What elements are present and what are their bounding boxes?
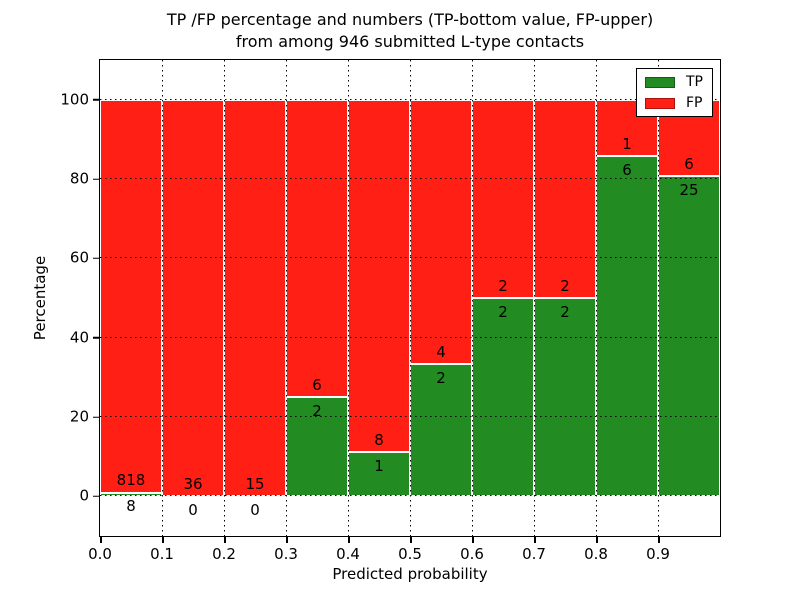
x-tick-mark [410, 537, 412, 543]
bar-segment-fp [286, 99, 348, 398]
fp-count-label: 8 [374, 430, 384, 449]
chart-title-line2: from among 946 submitted L-type contacts [235, 32, 585, 52]
y-tick-label: 80 [69, 169, 89, 188]
x-tick-label: 0.8 [584, 545, 608, 563]
x-tick-mark [100, 537, 102, 543]
tp-count-label: 25 [679, 181, 699, 200]
x-tick-mark [472, 537, 474, 543]
tp-count-label: 6 [622, 161, 632, 180]
x-tick-mark [534, 537, 536, 543]
bar-segment-fp [162, 99, 224, 497]
x-tick-label: 0.6 [460, 545, 484, 563]
x-tick-mark [286, 537, 288, 543]
x-gridline [596, 60, 597, 536]
bar-segment-fp [534, 99, 596, 298]
x-gridline [224, 60, 225, 536]
fp-count-label: 6 [312, 375, 322, 394]
bar-segment-tp [596, 156, 658, 497]
x-tick-label: 0.7 [522, 545, 546, 563]
tp-count-label: 2 [312, 402, 322, 421]
chart-title: TP /FP percentage and numbers (TP-bottom… [99, 9, 721, 53]
plot-area: TP FP 818 8 36 0 15 0 6 2 8 1 4 2 2 2 2 2 1 6 6 25 0 20 40 60 80 1… [60, 59, 721, 563]
bar-segment-fp [472, 99, 534, 298]
x-tick-label: 0.5 [398, 545, 422, 563]
x-tick-mark [348, 537, 350, 543]
y-tick-mark [93, 416, 99, 418]
y-tick-mark [93, 257, 99, 260]
y-tick-label: 60 [69, 248, 89, 267]
y-tick-label: 40 [69, 328, 89, 347]
bar-segment-fp [348, 99, 410, 453]
y-tick-label: 20 [69, 407, 89, 426]
y-tick-mark [93, 178, 99, 180]
x-tick-mark [224, 537, 226, 543]
y-tick-mark [93, 98, 99, 101]
chart-title-line1: TP /FP percentage and numbers (TP-bottom… [166, 10, 654, 29]
legend: TP FP [636, 68, 713, 117]
x-gridline [410, 60, 411, 536]
bar-segment-fp [100, 99, 162, 493]
bar-segment-tp [472, 298, 534, 497]
tp-count-label: 0 [250, 501, 260, 520]
y-tick-mark [93, 495, 99, 498]
x-tick-mark [658, 537, 660, 543]
x-tick-label: 0.3 [274, 545, 298, 563]
y-tick-label: 0 [79, 486, 89, 505]
x-gridline [534, 60, 535, 536]
fp-count-label: 818 [116, 471, 146, 489]
fp-count-label: 2 [560, 276, 570, 295]
x-tick-mark [596, 537, 598, 543]
y-tick-mark [93, 336, 99, 339]
fp-count-label: 2 [498, 276, 508, 295]
tp-count-label: 2 [436, 369, 446, 388]
x-gridline [348, 60, 349, 536]
x-gridline [472, 60, 473, 536]
fp-count-label: 1 [622, 134, 632, 153]
tp-count-label: 8 [126, 497, 136, 516]
y-axis-label: Percentage [31, 255, 49, 341]
x-tick-label: 0.9 [646, 545, 670, 563]
fp-count-label: 36 [183, 474, 203, 493]
bar-segment-tp [410, 364, 472, 497]
x-gridline [658, 60, 659, 536]
legend-label: FP [686, 95, 703, 111]
fp-count-label: 15 [245, 474, 265, 493]
tp-count-label: 0 [188, 501, 198, 520]
legend-entry: TP [645, 75, 703, 89]
tp-count-label: 1 [374, 457, 384, 476]
x-tick-label: 0.4 [336, 545, 360, 563]
x-tick-label: 0.0 [88, 545, 112, 563]
bar-segment-tp [286, 397, 348, 497]
x-gridline [286, 60, 287, 536]
bar-segment-tp [534, 298, 596, 497]
x-tick-label: 0.1 [150, 545, 174, 563]
y-tick-label: 100 [60, 90, 89, 109]
x-axis-label: Predicted probability [332, 565, 488, 583]
legend-swatch-tp [645, 76, 675, 88]
x-gridline [162, 60, 163, 536]
tp-count-label: 2 [560, 303, 570, 321]
tp-count-label: 2 [498, 303, 508, 321]
x-tick-mark [162, 537, 164, 543]
bar-segment-fp [410, 99, 472, 365]
x-tick-label: 0.2 [212, 545, 236, 563]
bar-segment-fp [224, 99, 286, 497]
legend-swatch-fp [645, 97, 675, 109]
legend-entry: FP [645, 96, 703, 110]
legend-label: TP [686, 74, 703, 90]
fp-count-label: 6 [684, 154, 694, 173]
fp-count-label: 4 [436, 342, 446, 361]
